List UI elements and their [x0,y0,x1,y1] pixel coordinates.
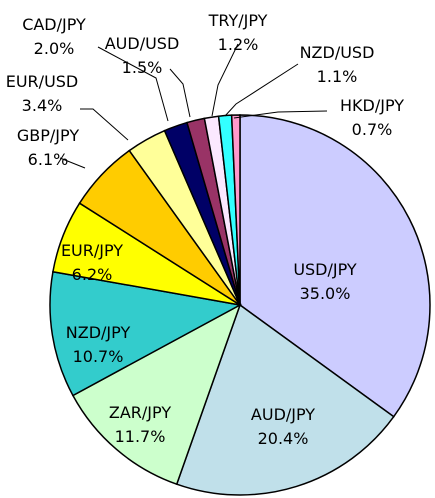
pie-slices [49,114,431,496]
slice-value-hkd-jpy: 0.7% [352,120,393,139]
leader-line-hkd-jpy [233,110,328,119]
pie-slice-usd-jpy [239,114,431,418]
slice-label-aud-usd: AUD/USD [105,34,180,53]
pie-slice-aud-jpy [175,303,395,496]
slice-label-nzd-usd: NZD/USD [300,43,375,62]
slice-value-eur-jpy: 6.2% [72,265,113,284]
slice-label-usd-jpy: USD/JPY [293,260,357,279]
leader-line-cad-jpy [97,46,169,122]
leader-line-nzd-usd [224,63,299,117]
slice-value-nzd-usd: 1.1% [317,67,358,86]
slice-value-zar-jpy: 11.7% [115,427,166,446]
slice-value-try-jpy: 1.2% [218,35,259,54]
slice-value-gbp-jpy: 6.1% [28,150,69,169]
slice-labels: USD/JPY 35.0% AUD/JPY 20.4% ZAR/JPY 11.7% NZD/… [6,11,404,448]
leader-lines [59,43,328,169]
slice-label-eur-usd: EUR/USD [6,72,79,91]
slice-label-aud-jpy: AUD/JPY [251,405,315,424]
leader-line-eur-usd [80,108,129,141]
slice-label-zar-jpy: ZAR/JPY [109,403,171,422]
slice-label-nzd-jpy: NZD/JPY [66,323,131,342]
pie-slice-hkd-jpy [230,114,241,306]
leader-line-aud-usd [169,68,191,118]
slice-value-aud-jpy: 20.4% [258,429,309,448]
leader-line-gbp-jpy [59,157,86,169]
slice-label-eur-jpy: EUR/JPY [61,241,123,260]
slice-label-try-jpy: TRY/JPY [208,11,268,30]
leader-line-try-jpy [211,43,239,117]
slice-value-aud-usd: 1.5% [122,58,163,77]
slice-value-eur-usd: 3.4% [22,96,63,115]
slice-label-cad-jpy: CAD/JPY [22,15,86,34]
slice-value-nzd-jpy: 10.7% [73,347,124,366]
slice-value-cad-jpy: 2.0% [34,39,75,58]
pie-slice-nzd-jpy [49,270,243,397]
slice-label-hkd-jpy: HKD/JPY [340,96,404,115]
slice-label-gbp-jpy: GBP/JPY [17,126,79,145]
slice-value-usd-jpy: 35.0% [300,284,351,303]
pie-slice-zar-jpy [71,303,242,486]
